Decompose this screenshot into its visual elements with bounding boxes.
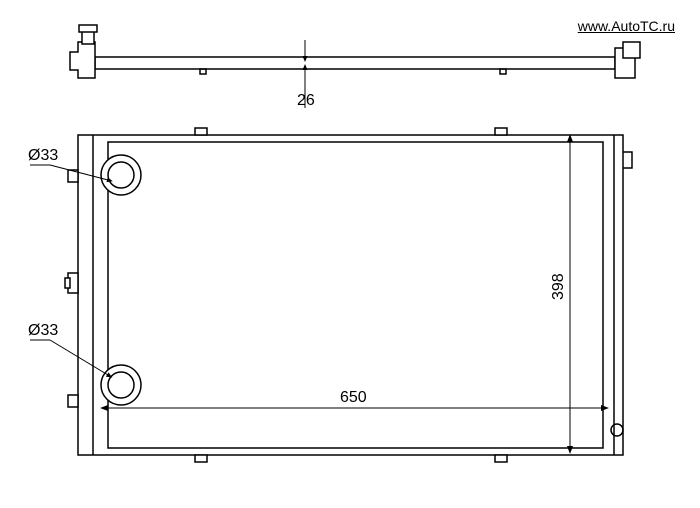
main-view bbox=[65, 128, 632, 462]
port-bottom-value: Ø33 bbox=[28, 322, 58, 339]
top-port bbox=[101, 155, 141, 195]
port-top-value: Ø33 bbox=[28, 147, 58, 164]
source-url: www.AutoTC.ru bbox=[578, 18, 675, 34]
depth-value: 26 bbox=[297, 92, 315, 109]
technical-drawing: 26 bbox=[0, 0, 700, 503]
width-value: 650 bbox=[340, 389, 367, 406]
depth-dimension: 26 bbox=[260, 40, 322, 109]
height-value: 398 bbox=[550, 273, 567, 300]
top-view bbox=[70, 25, 640, 78]
bottom-port bbox=[101, 365, 141, 405]
